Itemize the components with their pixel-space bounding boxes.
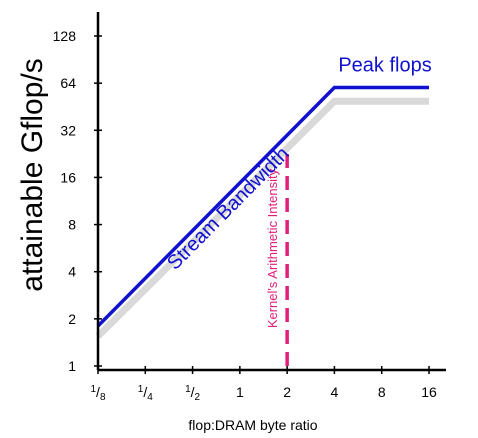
y-tick-label: 2 [68,311,76,327]
vline-layer: Kernel's Arithmetic Intensity [265,147,289,366]
x-tick-label: 1 [236,384,244,400]
x-axis-label: flop:DRAM byte ratio [188,417,317,433]
y-tick-label: 16 [60,169,76,185]
axes-layer [96,12,446,372]
y-axis-label: attainable Gflop/s [16,58,49,291]
x-tick-label: 1/4 [138,384,153,403]
x-tick-label: 1/2 [185,384,200,403]
y-tick-label: 64 [60,75,76,91]
y-tick-label: 8 [68,217,76,233]
x-tick-label: 4 [331,384,339,400]
y-tick-label: 32 [60,122,76,138]
ticks-layer: 1 2 4 8 16 32 64 128 1/8 1/4 1/2 1 2 4 8 16 [53,28,437,403]
x-tick-label: 2 [283,384,291,400]
y-tick-label: 128 [53,28,77,44]
x-tick-label: 16 [421,384,437,400]
y-tick-label: 4 [68,264,76,280]
roofline-line [96,85,429,328]
peak-flops-label: Peak flops [338,54,431,76]
series-layer [96,85,429,328]
shadow-layer [95,97,429,339]
roofline-shadow [95,97,429,339]
kernel-intensity-label: Kernel's Arithmetic Intensity [265,168,280,328]
y-tick-label: 1 [68,358,76,374]
x-tick-label: 1/8 [90,384,105,403]
x-tick-label: 8 [378,384,386,400]
